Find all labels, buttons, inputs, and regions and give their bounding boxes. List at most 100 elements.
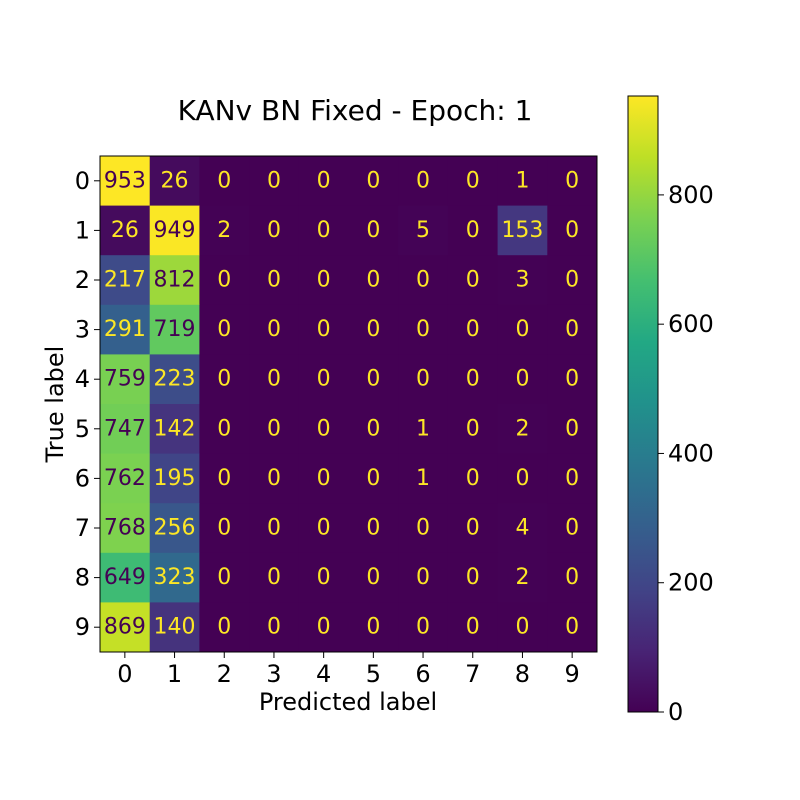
colorbar-tick-label: 400 (668, 439, 714, 467)
heatmap-cell (100, 404, 151, 455)
heatmap-cell (447, 255, 499, 306)
cell-value-label: 0 (267, 516, 281, 541)
heatmap-cell (100, 552, 151, 603)
heatmap-cell (348, 404, 399, 455)
heatmap-cell (348, 354, 399, 405)
cell-value-label: 0 (565, 615, 579, 640)
cell-value-label: 0 (515, 615, 529, 640)
y-tick-label: 1 (75, 216, 90, 244)
cell-value-label: 1 (416, 466, 430, 491)
x-axis-label: Predicted label (259, 688, 437, 716)
heatmap-cell (497, 156, 548, 207)
cell-value-label: 26 (111, 218, 139, 243)
cell-value-label: 0 (416, 565, 430, 590)
cell-value-label: 0 (416, 168, 430, 193)
cell-value-label: 0 (366, 565, 380, 590)
cell-value-label: 0 (565, 218, 579, 243)
heatmap-cell (447, 602, 499, 653)
cell-value-label: 1 (515, 168, 529, 193)
cell-value-label: 0 (565, 317, 579, 342)
heatmap-cell (547, 552, 598, 603)
y-tick-label: 5 (75, 415, 90, 443)
cell-value-label: 953 (104, 168, 146, 193)
cell-value-label: 0 (416, 367, 430, 392)
cell-value-label: 0 (217, 268, 231, 293)
cell-value-label: 0 (267, 317, 281, 342)
cell-value-label: 0 (565, 268, 579, 293)
heatmap-cell (199, 453, 250, 504)
heatmap-cell (398, 304, 449, 355)
cell-value-label: 0 (565, 466, 579, 491)
x-tick-label: 9 (565, 660, 580, 688)
cell-value-label: 0 (366, 218, 380, 243)
cell-value-label: 0 (515, 317, 529, 342)
cell-value-label: 223 (154, 367, 196, 392)
y-axis-label: True label (41, 346, 69, 464)
cell-value-label: 762 (104, 466, 146, 491)
cell-value-label: 0 (317, 367, 331, 392)
heatmap-cell (447, 503, 499, 554)
heatmap-cell (298, 602, 349, 653)
heatmap-cell (249, 602, 300, 653)
heatmap-cell (298, 453, 349, 504)
colorbar (627, 95, 659, 713)
heatmap-cell (199, 354, 250, 405)
heatmap-cell (348, 304, 399, 355)
heatmap-cell (447, 205, 499, 256)
x-tick-label: 4 (316, 660, 331, 688)
heatmap-cell (497, 602, 548, 653)
heatmap-cell (348, 255, 399, 306)
x-tick-label: 2 (217, 660, 232, 688)
cell-value-label: 0 (466, 516, 480, 541)
cell-value-label: 0 (366, 268, 380, 293)
cell-value-label: 0 (217, 367, 231, 392)
cell-value-label: 759 (104, 367, 146, 392)
heatmap-cell (497, 354, 548, 405)
colorbar-tick-label: 600 (668, 310, 714, 338)
heatmap-cell (298, 354, 349, 405)
cell-value-label: 0 (466, 168, 480, 193)
cell-value-label: 0 (217, 416, 231, 441)
cell-value-label: 0 (267, 416, 281, 441)
heatmap-cell (547, 503, 598, 554)
heatmap-cell (298, 404, 349, 455)
cell-value-label: 0 (366, 168, 380, 193)
cell-value-label: 0 (267, 218, 281, 243)
heatmap-cell (199, 503, 250, 554)
colorbar-tick-label: 800 (668, 181, 714, 209)
cell-value-label: 0 (267, 565, 281, 590)
cell-value-label: 0 (317, 268, 331, 293)
heatmap-cell (547, 304, 598, 355)
cell-value-label: 869 (104, 615, 146, 640)
cell-value-label: 949 (154, 218, 196, 243)
heatmap-cell (149, 453, 200, 504)
heatmap-cell (149, 255, 200, 306)
x-tick-label: 5 (366, 660, 381, 688)
heatmap-cell (348, 503, 399, 554)
cell-value-label: 153 (501, 218, 543, 243)
cell-value-label: 140 (154, 615, 196, 640)
cell-value-label: 768 (104, 516, 146, 541)
cell-value-label: 0 (317, 168, 331, 193)
cell-value-label: 0 (565, 565, 579, 590)
cell-value-label: 0 (565, 367, 579, 392)
y-axis-ticks: 0 1 2 3 4 5 6 7 8 9 (75, 167, 100, 641)
y-tick-label: 7 (75, 514, 90, 542)
chart-title: KANv BN Fixed - Epoch: 1 (178, 94, 533, 127)
heatmap-cell (348, 205, 399, 256)
heatmap-cell (249, 255, 300, 306)
cell-value-label: 0 (217, 615, 231, 640)
heatmap-cell (298, 503, 349, 554)
cell-value-label: 142 (154, 416, 196, 441)
cell-value-label: 3 (515, 268, 529, 293)
cell-value-label: 0 (267, 615, 281, 640)
heatmap-cell (348, 552, 399, 603)
y-tick-label: 0 (75, 167, 90, 195)
heatmap-cell (547, 404, 598, 455)
heatmap-cell (348, 602, 399, 653)
cell-value-label: 0 (366, 416, 380, 441)
heatmap-cell (447, 304, 499, 355)
heatmap-cell (447, 552, 499, 603)
cell-value-label: 2 (515, 565, 529, 590)
